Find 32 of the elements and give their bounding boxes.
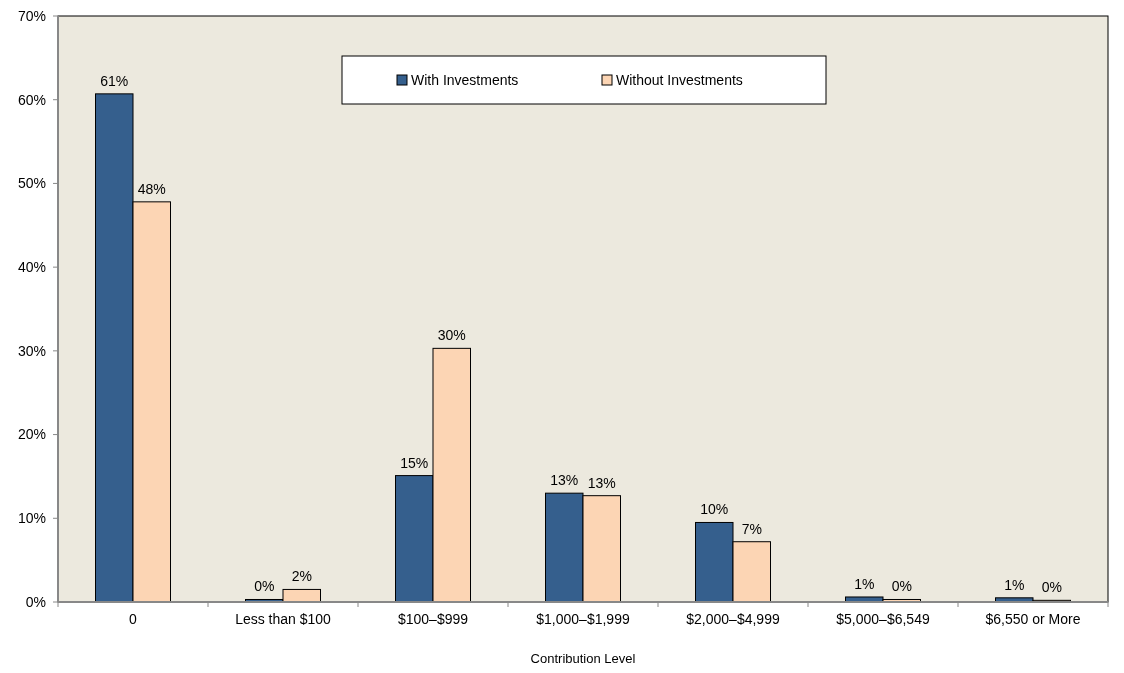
data-label: 15% [400,454,429,471]
x-tick-label: $5,000–$6,549 [836,611,930,627]
data-label: 13% [587,474,616,491]
data-label: 30% [437,327,466,344]
y-tick-label: 50% [17,175,46,192]
x-axis-title: Contribution Level [530,651,636,666]
data-label: 2% [291,568,312,585]
y-tick-label: 30% [17,342,46,359]
data-label: 48% [137,180,166,197]
data-label: 0% [254,578,275,595]
y-tick-label: 0% [25,593,46,610]
x-tick-label: Less than $100 [235,611,332,627]
x-tick-label: $6,550 or More [985,611,1081,627]
x-tick-label: $2,000–$4,999 [686,611,780,627]
data-label: 13% [550,472,579,489]
y-tick-label: 60% [17,91,46,108]
data-label: 7% [741,520,762,537]
x-tick-label: $1,000–$1,999 [536,611,630,627]
y-tick-label: 70% [17,7,46,24]
x-tick-label: 0 [129,611,138,627]
data-label: 1% [854,575,875,592]
y-tick-label: 40% [17,259,46,276]
data-label: 1% [1004,576,1025,593]
data-label: 61% [100,72,129,89]
y-tick-label: 20% [17,426,46,443]
legend-label: With Investments [411,71,519,88]
data-label: 0% [891,578,912,595]
data-label: 0% [1041,579,1062,596]
y-tick-label: 10% [17,510,46,527]
data-label: 10% [700,501,729,518]
legend-label: Without Investments [616,71,743,88]
x-tick-label: $100–$999 [397,611,469,627]
